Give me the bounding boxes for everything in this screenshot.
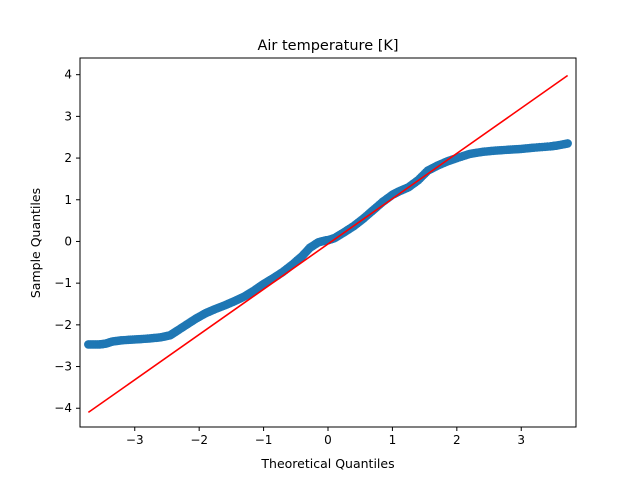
x-tick-label: 2 [453, 433, 461, 447]
x-tick-label: 1 [389, 433, 397, 447]
y-tick-label: −4 [54, 401, 72, 415]
x-tick-label: 0 [324, 433, 332, 447]
x-tick-label: −3 [126, 433, 144, 447]
data-point [563, 139, 572, 148]
plot-area: −3 −2 −1 0 1 2 3 −4 −3 −2 −1 0 1 2 3 4 [54, 57, 577, 447]
y-tick-label: 2 [64, 151, 72, 165]
y-tick-label: 0 [64, 234, 72, 248]
x-tick-label: −2 [190, 433, 208, 447]
y-tick-label: −2 [54, 318, 72, 332]
x-tick-label: −1 [255, 433, 273, 447]
x-tick-label: 3 [517, 433, 525, 447]
y-tick-label: 1 [64, 193, 72, 207]
x-axis-label: Theoretical Quantiles [260, 456, 394, 471]
y-tick-label: −1 [54, 276, 72, 290]
y-tick-label: −3 [54, 360, 72, 374]
chart-title: Air temperature [K] [257, 38, 398, 54]
y-tick-label: 4 [64, 68, 72, 82]
reference-line [87, 74, 569, 414]
y-axis-label: Sample Quantiles [28, 188, 43, 298]
y-tick-label: 3 [64, 109, 72, 123]
